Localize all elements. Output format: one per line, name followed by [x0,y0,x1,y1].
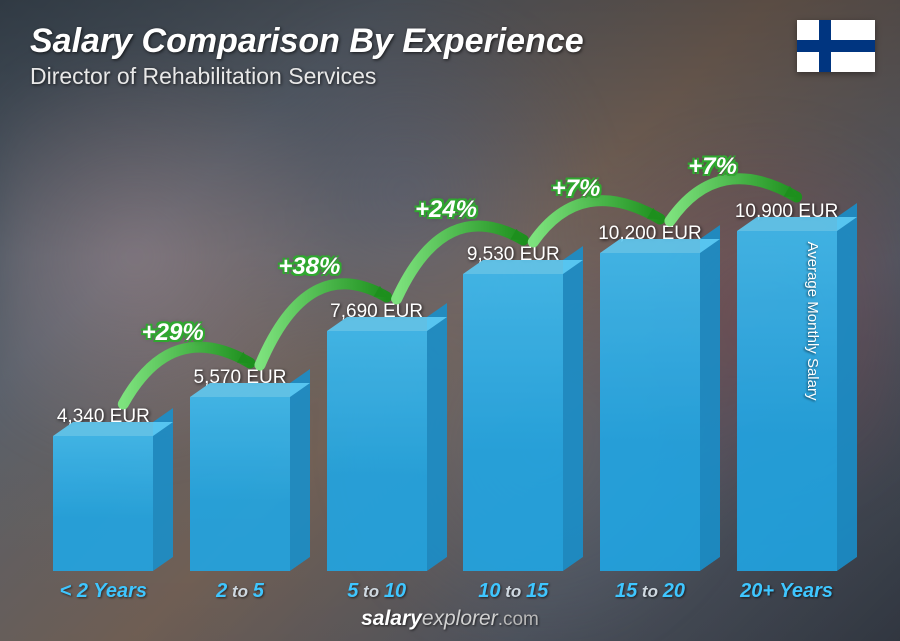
page-title: Salary Comparison By Experience [30,22,584,61]
pct-arrow-icon [0,0,900,641]
header: Salary Comparison By Experience Director… [30,22,584,90]
x-axis-label: 10 to 15 [448,580,578,603]
pct-change-badge: +29% [142,319,204,347]
pct-change-badge: +38% [278,253,340,281]
x-axis-label: 15 to 20 [585,580,715,603]
footer: salaryexplorer.com [0,607,900,631]
x-axis-label: 5 to 10 [312,580,442,603]
pct-change-badge: +24% [415,196,477,224]
x-axis-label: 2 to 5 [175,580,305,603]
x-axis-label: 20+ Years [722,580,852,603]
finland-flag-icon [797,20,875,72]
pct-change-badge: +7% [552,175,601,203]
y-axis-label: Average Monthly Salary [804,241,821,400]
page-subtitle: Director of Rehabilitation Services [30,63,584,90]
brand-logo: salaryexplorer.com [361,607,539,630]
pct-change-badge: +7% [688,153,737,181]
x-axis-labels: < 2 Years 2 to 5 5 to 10 10 to 15 15 to 20 20… [35,580,855,603]
x-axis-label: < 2 Years [38,580,168,603]
